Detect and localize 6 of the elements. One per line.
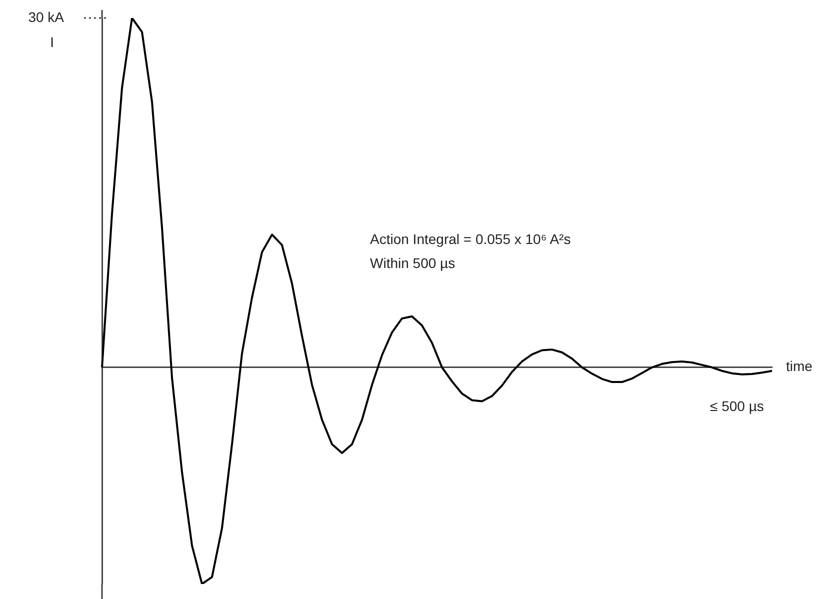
text: 30 kA xyxy=(28,8,65,25)
y-axis-title: I xyxy=(50,34,54,50)
x-axis-title: time xyxy=(786,358,813,374)
annotation: Within 500 µs xyxy=(370,254,456,271)
annotation: ≤ 500 µs xyxy=(710,398,764,414)
annotation: Action Integral = 0.055 x 10⁶ A²s xyxy=(370,230,571,247)
